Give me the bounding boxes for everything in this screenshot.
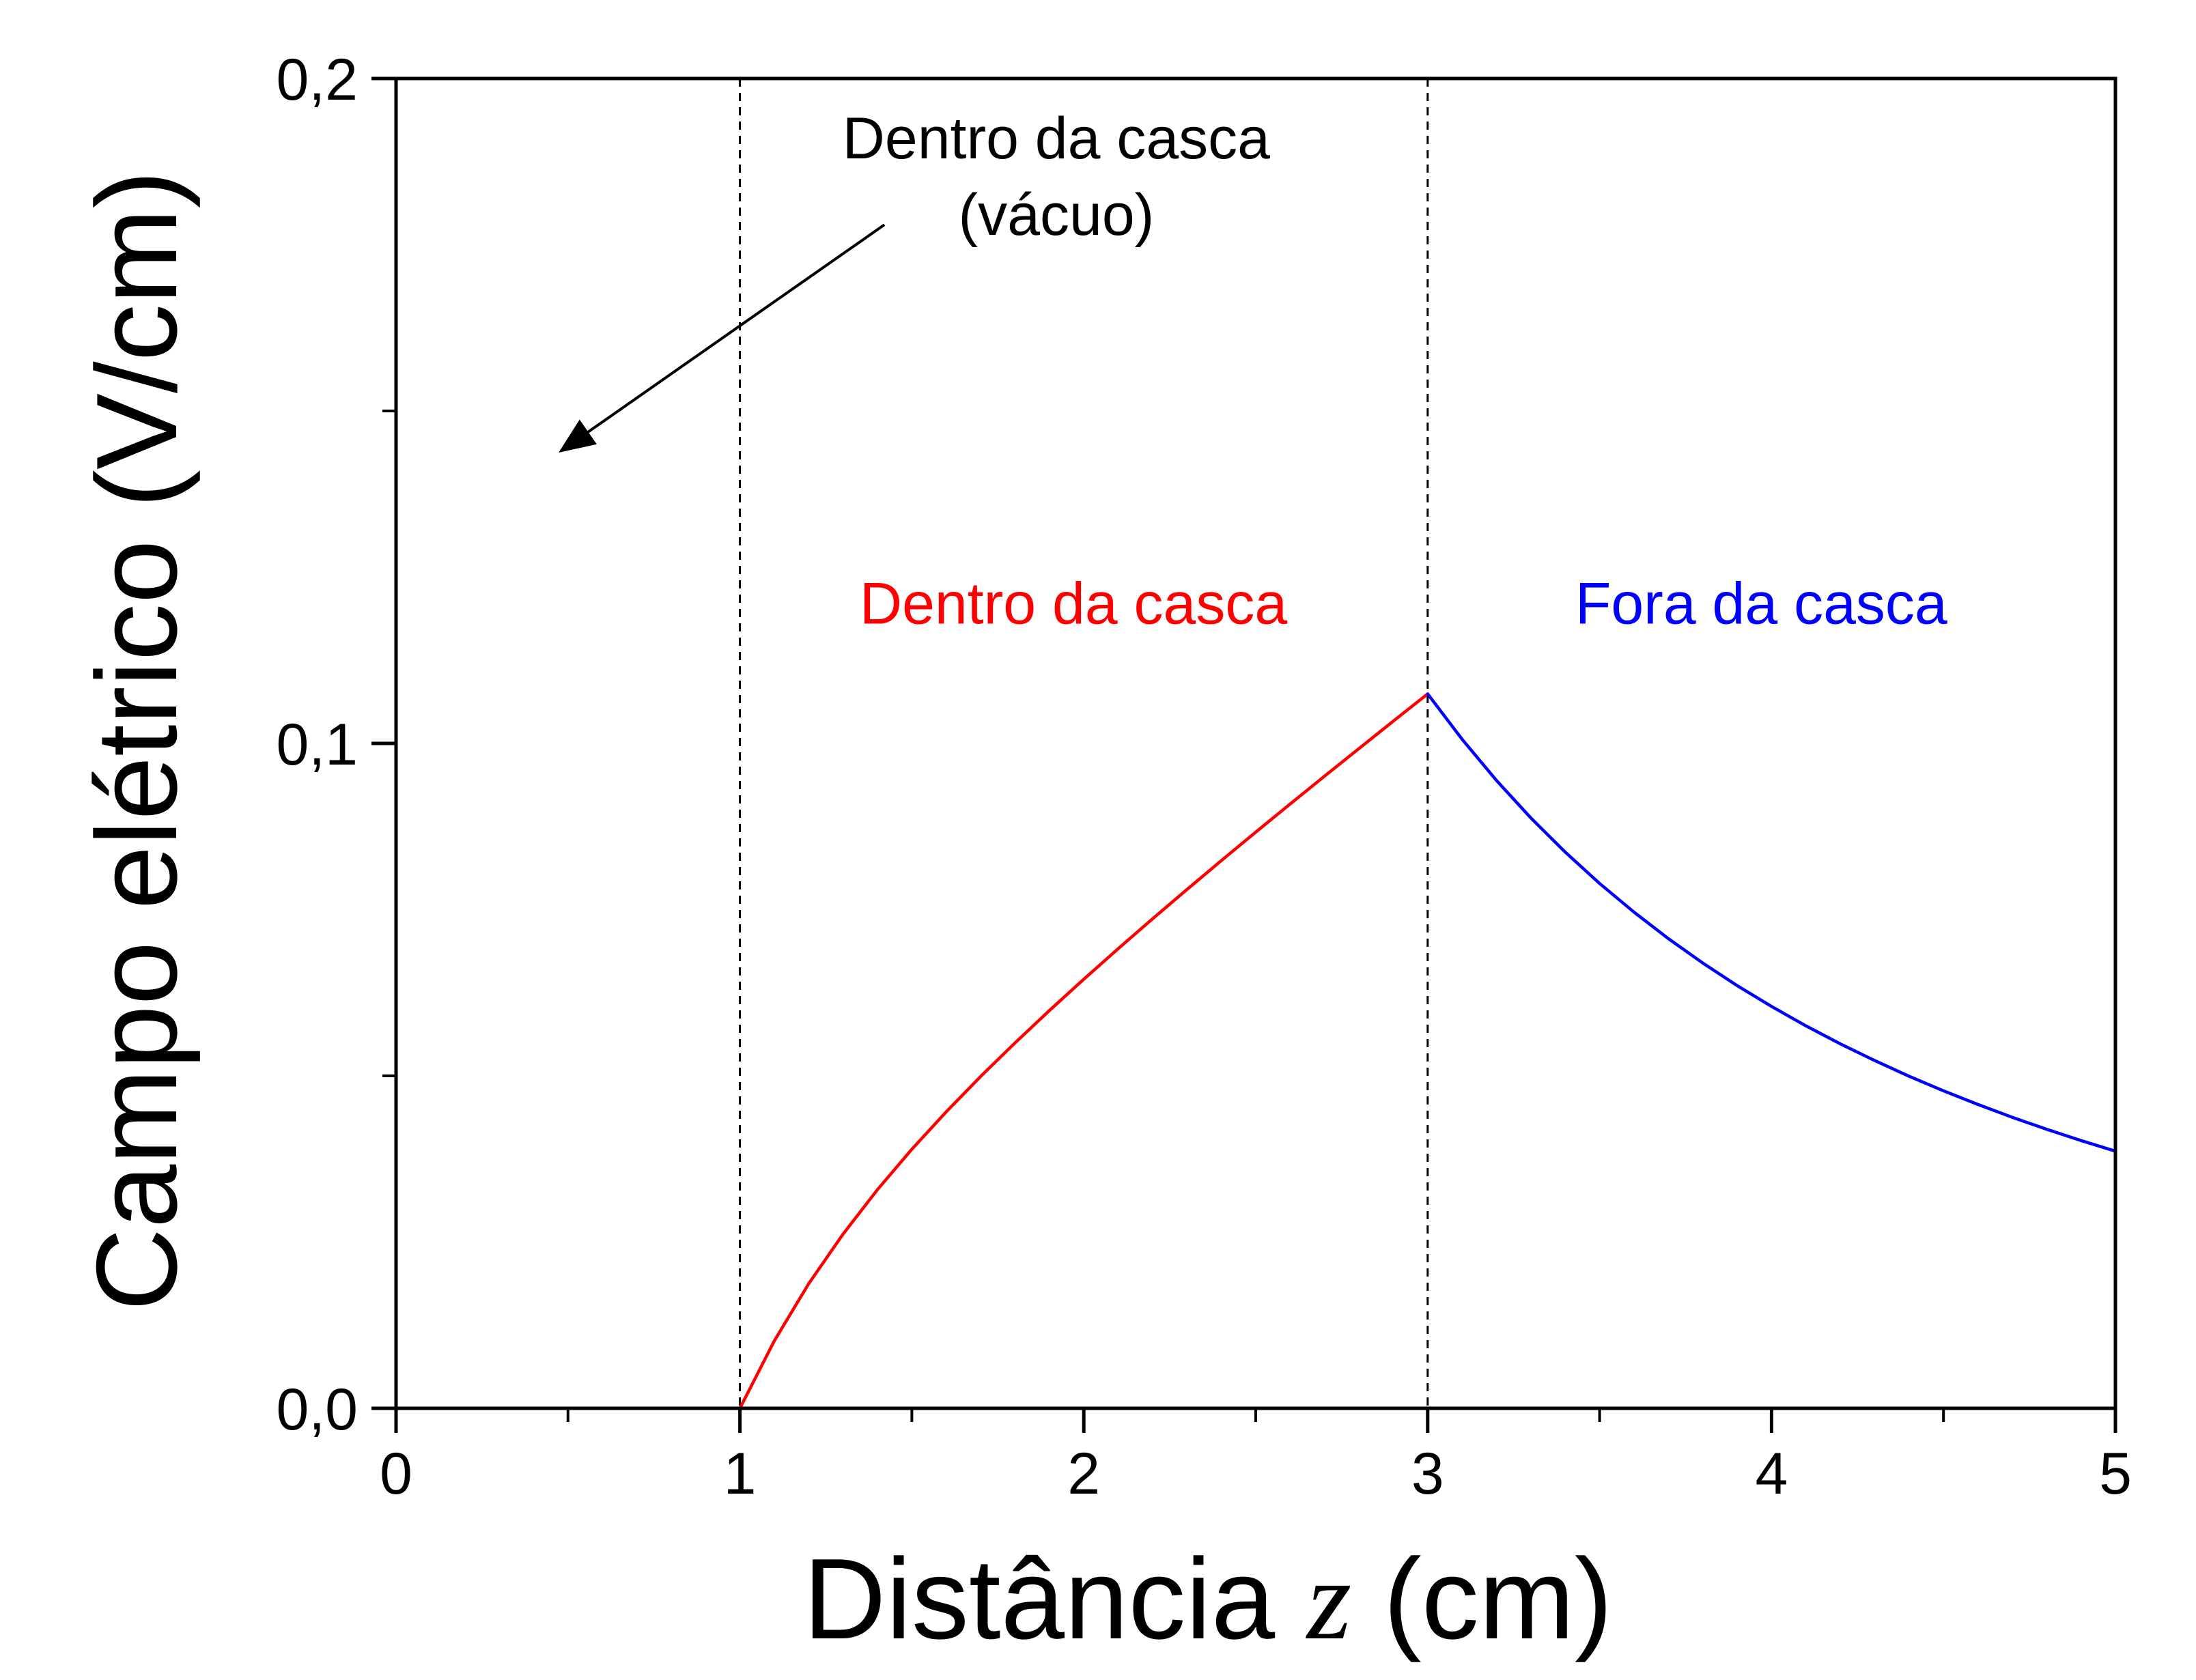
series-line-2 <box>1426 692 2117 1153</box>
y-tick-label-0: 0,0 <box>276 1377 358 1442</box>
x-tick-label-4: 4 <box>1755 1441 1788 1507</box>
annotation-3: Fora da casca <box>1575 571 1947 637</box>
axes <box>394 76 2117 1410</box>
y-axis-label: Campo elétrico (V/cm) <box>72 170 201 1311</box>
annotations: Dentro da casca (vácuo) Dentro da casca For… <box>559 106 1947 637</box>
x-axis-label-part-2: z <box>1306 1537 1351 1664</box>
x-axis-label-part-3: (cm) <box>1351 1535 1613 1663</box>
annotation-1-line-2: (vácuo) <box>959 182 1155 248</box>
series-line-1 <box>738 692 1430 1410</box>
y-tick-label-1: 0,1 <box>276 712 358 778</box>
data-series <box>738 692 2117 1410</box>
axis-ticks <box>371 76 2117 1433</box>
tick-labels: 0 1 2 3 4 5 0,0 0,1 0,2 <box>276 47 2131 1507</box>
x-tick-label-0: 0 <box>380 1441 412 1507</box>
x-axis-label: Distância z (cm) <box>803 1535 1613 1664</box>
annotation-1-line-1: Dentro da casca <box>843 106 1270 171</box>
x-tick-label-5: 5 <box>2099 1441 2132 1507</box>
x-axis-label-part-1: Distância <box>803 1535 1307 1663</box>
y-tick-label-2: 0,2 <box>276 47 358 113</box>
annotation-1: Dentro da casca (vácuo) <box>559 106 1270 453</box>
annotation-2: Dentro da casca <box>860 571 1287 637</box>
plot-frame <box>394 76 2117 1410</box>
annotation-arrow <box>559 223 886 453</box>
x-tick-label-3: 3 <box>1411 1441 1444 1507</box>
x-tick-label-1: 1 <box>724 1441 757 1507</box>
annotation-3-line-1: Fora da casca <box>1575 571 1947 637</box>
dashed-reference-lines <box>739 79 1429 1408</box>
annotation-2-line-1: Dentro da casca <box>860 571 1287 637</box>
x-tick-label-2: 2 <box>1067 1441 1100 1507</box>
